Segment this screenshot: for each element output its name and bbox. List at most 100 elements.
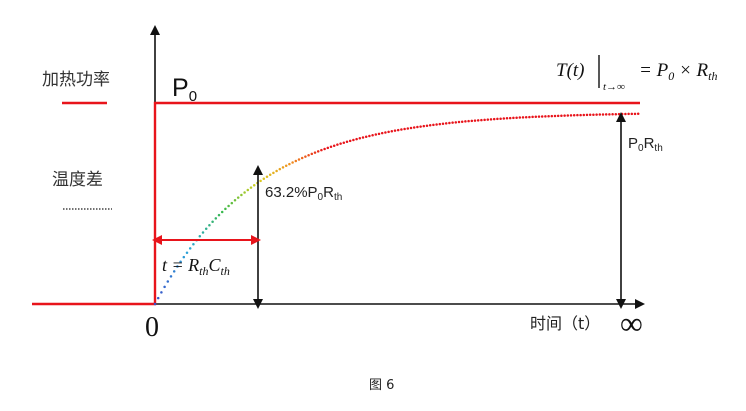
curve-dot <box>518 116 522 119</box>
curve-dot <box>515 116 518 119</box>
curve-dot <box>457 120 461 124</box>
curve-dot <box>313 151 317 154</box>
curve-dot <box>198 235 202 238</box>
curve-dot <box>396 128 400 132</box>
curve-dot <box>179 260 182 263</box>
curve-dot <box>275 169 278 173</box>
curve-dot <box>227 204 230 208</box>
curve-dot <box>374 133 378 136</box>
infinity-symbol: ∞ <box>620 305 643 341</box>
curve-dot <box>153 302 157 306</box>
curve-dot <box>448 121 451 125</box>
figure-caption: 图 6 <box>369 378 394 393</box>
curve-dot <box>358 137 362 140</box>
curve-dot <box>316 150 320 153</box>
curve-dot <box>547 114 550 118</box>
curve-dot <box>528 115 531 119</box>
curve-dot <box>592 113 595 116</box>
curve-dot <box>400 128 403 131</box>
curve-dot <box>486 118 490 121</box>
curve-dot <box>326 146 330 150</box>
curve-dot <box>169 275 173 278</box>
curve-dot <box>470 119 474 123</box>
curve-dot <box>412 126 416 129</box>
curve-dot <box>201 231 205 234</box>
curve-dot <box>480 118 483 122</box>
legend-power-label: 加热功率 <box>42 70 110 90</box>
curve-dot <box>425 124 429 127</box>
curve-dot <box>585 113 589 117</box>
curve-dot <box>428 124 432 127</box>
curve-dot <box>252 184 256 187</box>
curve-dot <box>499 117 502 120</box>
curve-dot <box>563 114 566 117</box>
curve-dot <box>531 115 534 119</box>
curve-dot <box>230 201 234 205</box>
curve-dot <box>393 129 397 132</box>
curve-dot <box>176 265 179 268</box>
curve-dot <box>214 217 218 220</box>
curve-dot <box>451 121 454 124</box>
curve-dot <box>620 112 624 116</box>
curve-dot <box>268 173 272 176</box>
curve-dot <box>339 142 342 145</box>
curve-dot <box>406 127 410 130</box>
curve-dot <box>284 164 288 167</box>
curve-dot <box>502 117 506 120</box>
curve-dot <box>288 162 291 166</box>
curve-dot <box>572 114 576 117</box>
curve-dot <box>537 115 541 118</box>
curve-dot <box>380 131 384 135</box>
curve-dot <box>355 137 358 141</box>
curve-dot <box>188 247 192 250</box>
curve-dot <box>297 158 301 161</box>
curve-dot <box>473 119 477 122</box>
curve-dot <box>310 152 314 156</box>
curve-dot <box>604 113 608 116</box>
curve-dot <box>460 120 464 123</box>
steady-state-rhs: = P0 × Rth <box>639 60 717 83</box>
curve-dot <box>300 156 304 160</box>
curve-dot <box>361 136 365 139</box>
curve-dot <box>377 132 381 136</box>
curve-dot <box>409 126 413 130</box>
curve-dot <box>246 188 250 192</box>
curve-dot <box>240 193 243 197</box>
curve-dot <box>496 117 499 121</box>
curve-dot <box>204 227 208 231</box>
curve-dot <box>444 122 448 125</box>
curve-dot <box>588 113 592 117</box>
curve-dot <box>320 148 323 152</box>
curve-dot <box>483 118 486 122</box>
curve-dot <box>566 114 570 117</box>
curve-dot <box>233 199 237 202</box>
curve-dot <box>278 167 282 171</box>
curve-dot <box>265 175 269 178</box>
curve-dot <box>416 125 419 129</box>
curve-dot <box>489 118 493 121</box>
curve-dot <box>281 166 285 169</box>
curve-dot <box>556 114 560 118</box>
curve-dot <box>342 141 346 144</box>
curve-dot <box>454 121 458 124</box>
steady-state-formula: T(t) <box>556 60 585 81</box>
curve-dot <box>368 134 371 138</box>
legend-temp-label: 温度差 <box>52 170 103 190</box>
curve-dot <box>579 113 582 117</box>
curve-dot <box>617 112 621 116</box>
curve-dot <box>534 115 538 119</box>
curve-dot <box>636 112 640 116</box>
steady-state-subscript: t→∞ <box>603 81 625 93</box>
curve-dot <box>576 113 579 117</box>
curve-dot <box>211 220 214 224</box>
curve-dot <box>544 115 547 118</box>
curve-dot <box>601 113 605 116</box>
curve-dot <box>627 112 630 116</box>
curve-dot <box>166 280 170 283</box>
curve-dot <box>540 115 544 118</box>
curve-dot <box>422 124 426 128</box>
curve-dot <box>432 123 435 127</box>
curve-dot <box>291 161 294 164</box>
tau-formula: t = RthCth <box>162 255 230 278</box>
curve-dot <box>345 140 349 144</box>
